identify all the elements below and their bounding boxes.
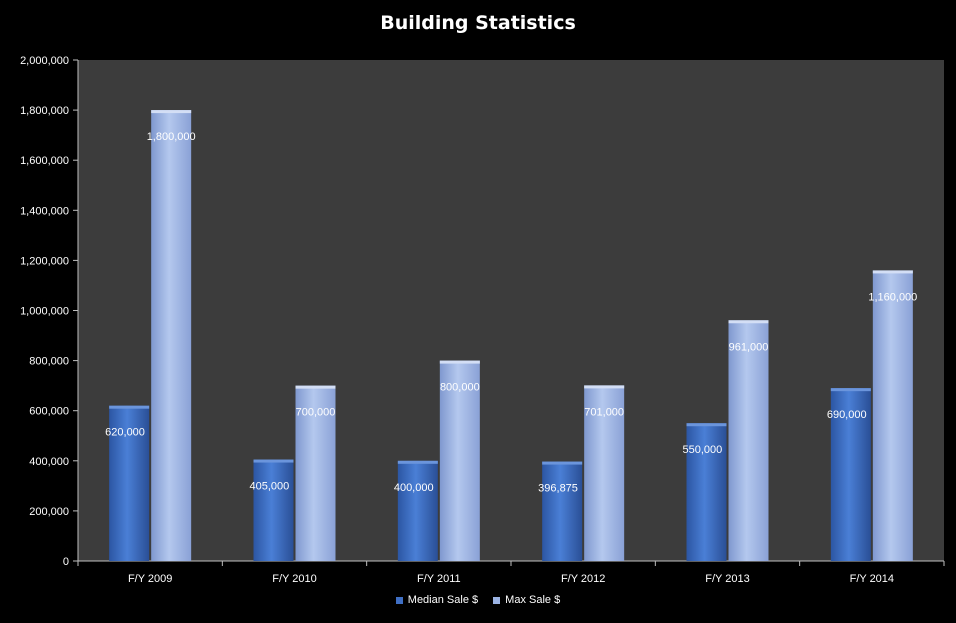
y-tick-label: 1,600,000: [20, 155, 69, 167]
y-tick-label: 600,000: [29, 406, 69, 418]
y-tick-label: 1,200,000: [20, 255, 69, 267]
data-label: 961,000: [729, 341, 769, 353]
data-label: 690,000: [827, 409, 867, 421]
y-tick-label: 800,000: [29, 356, 69, 368]
data-label: 620,000: [105, 427, 145, 439]
bar-top: [439, 360, 480, 364]
bar-median: [686, 423, 727, 561]
bars: [109, 110, 913, 561]
data-label: 1,160,000: [868, 291, 917, 303]
chart-title: Building Statistics: [380, 12, 576, 34]
bar-median: [830, 388, 871, 561]
x-tick-label: F/Y 2011: [417, 573, 461, 585]
bar-median: [253, 459, 294, 561]
legend-swatch-median: [395, 596, 403, 604]
legend-item-median: Median Sale $: [395, 594, 479, 606]
data-label: 800,000: [440, 382, 480, 394]
y-tick-label: 0: [63, 556, 69, 568]
bar-max: [728, 320, 769, 561]
x-axis: F/Y 2009 F/Y 2010 F/Y 2011 F/Y 2012 F/Y 2013…: [77, 560, 945, 585]
bar-top: [151, 110, 192, 114]
legend-swatch-max: [493, 596, 501, 604]
data-label: 550,000: [683, 444, 723, 456]
bar-top: [686, 423, 727, 427]
x-tick-label: F/Y 2009: [128, 573, 172, 585]
data-label: 700,000: [296, 407, 336, 419]
bar-max: [439, 360, 480, 561]
x-tick-label: F/Y 2014: [850, 573, 894, 585]
y-tick-label: 1,400,000: [20, 205, 69, 217]
y-axis: 0 200,000 400,000 600,000 800,000 1,000,000 1,…: [20, 55, 79, 568]
bar-top: [728, 320, 769, 324]
data-label: 1,800,000: [147, 131, 196, 143]
bar-max: [295, 385, 336, 561]
bar-top: [872, 270, 913, 274]
x-tick-label: F/Y 2012: [561, 573, 605, 585]
y-tick-label: 1,800,000: [20, 105, 69, 117]
bar-top: [253, 459, 294, 463]
bar-top: [830, 388, 871, 392]
bar-max: [872, 270, 913, 561]
legend: Median Sale $ Max Sale $: [0, 594, 956, 607]
y-tick-label: 2,000,000: [20, 55, 69, 67]
bar-top: [397, 460, 438, 464]
data-label: 400,000: [394, 482, 434, 494]
x-tick-label: F/Y 2010: [272, 573, 316, 585]
bar-max: [584, 385, 625, 561]
y-tick-label: 200,000: [29, 506, 69, 518]
bar-top: [584, 385, 625, 389]
plot-area: [78, 60, 944, 561]
x-tick-label: F/Y 2013: [705, 573, 749, 585]
bar-median: [542, 461, 583, 561]
bar-top: [295, 385, 336, 389]
y-tick-label: 1,000,000: [20, 306, 69, 318]
bar-top: [542, 461, 583, 465]
legend-label-median: Median Sale $: [407, 594, 479, 606]
data-label: 396,875: [538, 483, 578, 495]
bar-median: [397, 460, 438, 561]
bar-top: [109, 405, 150, 409]
bar-max: [151, 110, 192, 561]
data-label: 405,000: [250, 481, 290, 493]
data-labels: 620,000 405,000 400,000 396,875 550,000 690,0…: [105, 131, 917, 494]
bar-median: [109, 405, 150, 561]
data-label: 701,000: [584, 406, 624, 418]
y-tick-label: 400,000: [29, 456, 69, 468]
legend-item-max: Max Sale $: [493, 594, 560, 606]
legend-label-max: Max Sale $: [505, 594, 561, 606]
